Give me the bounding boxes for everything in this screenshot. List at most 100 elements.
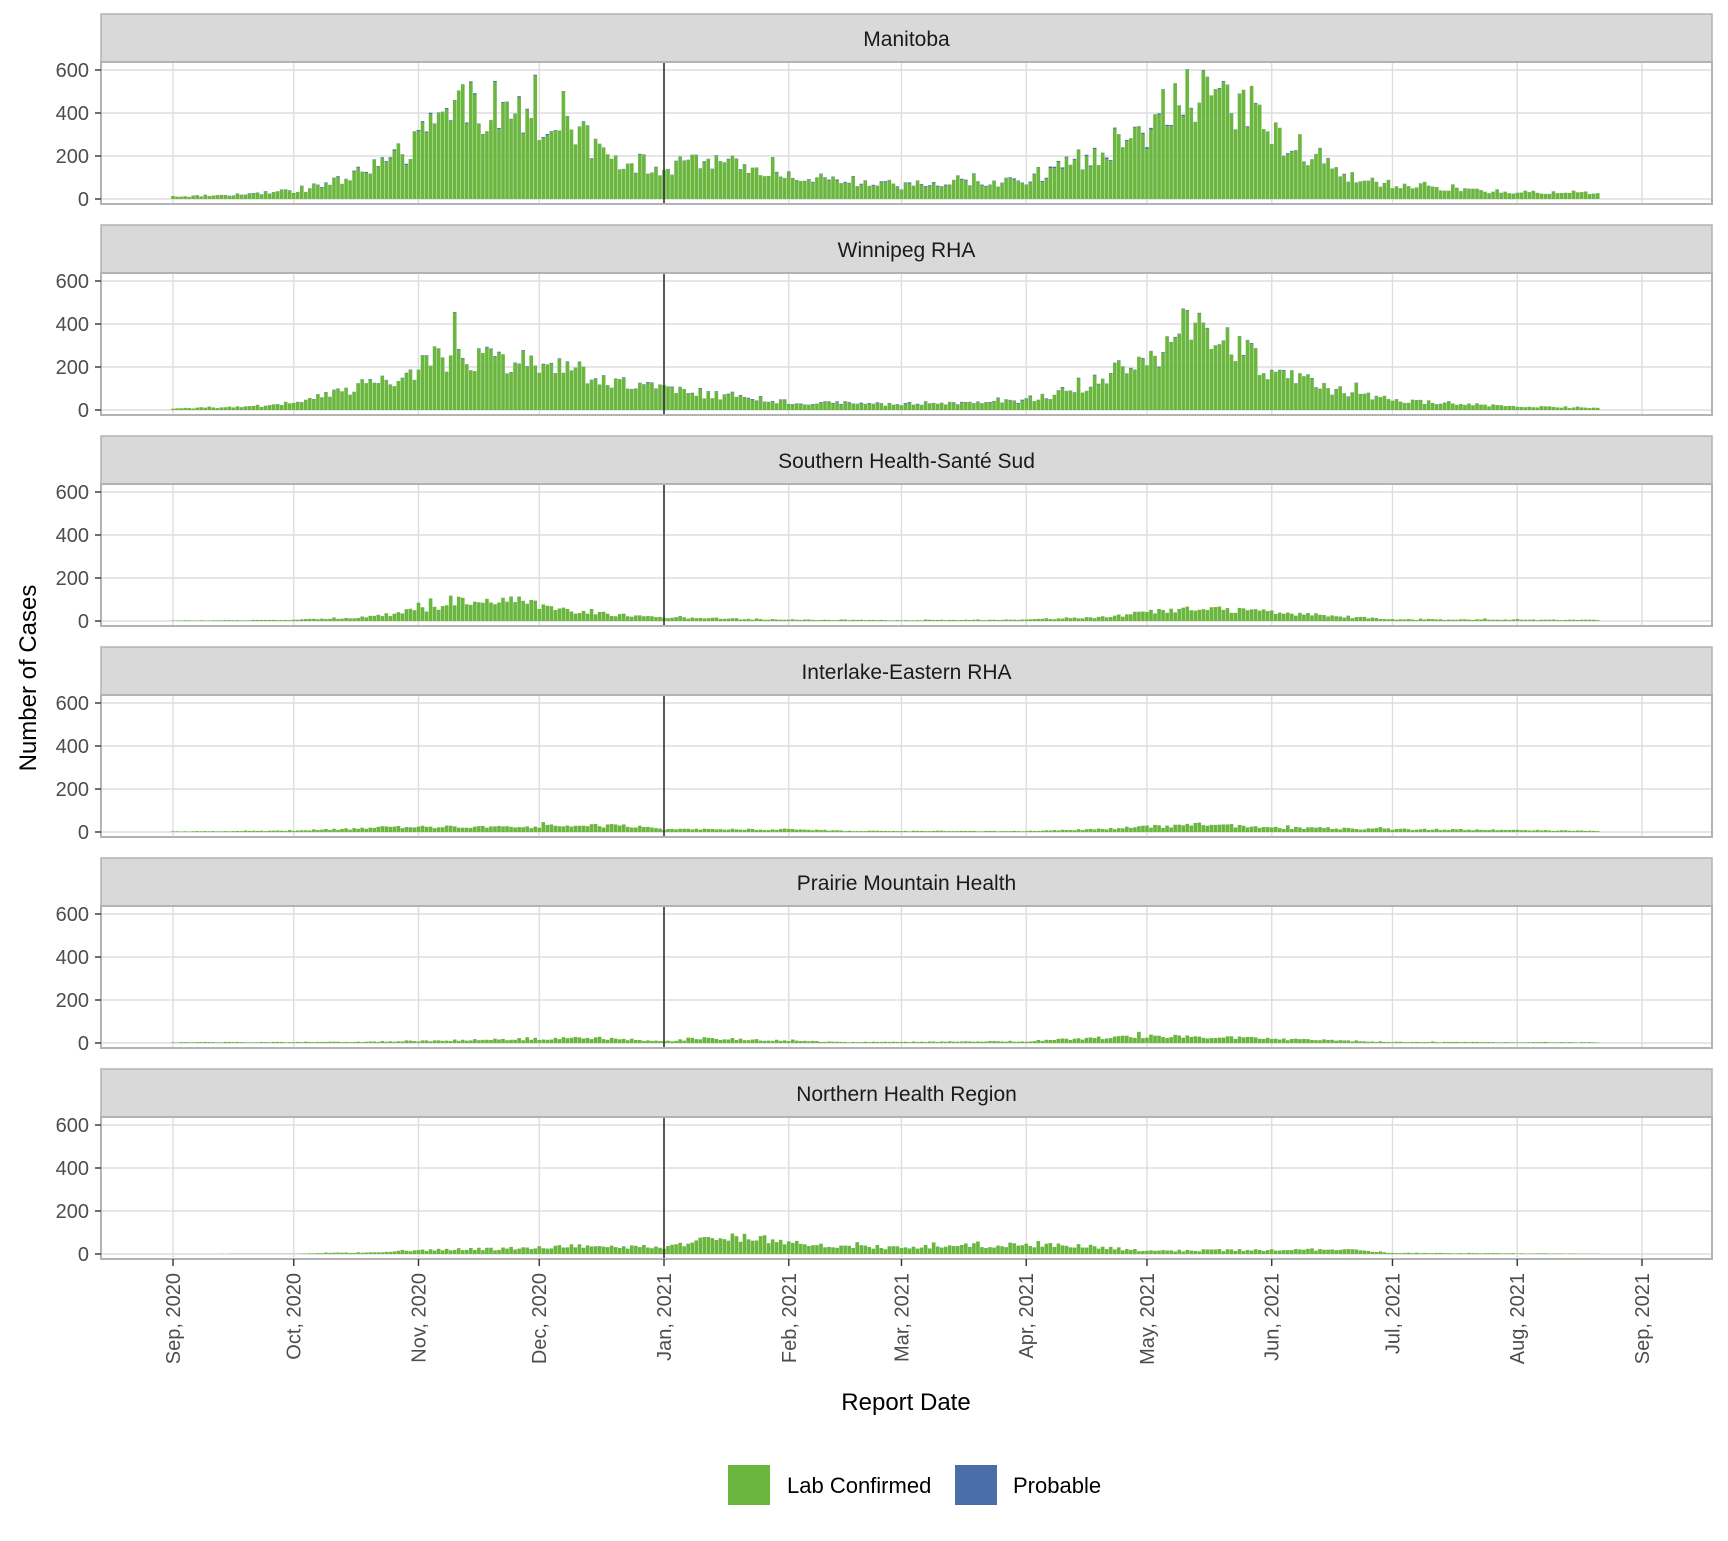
bar-lab-confirmed bbox=[489, 1040, 493, 1043]
bar-lab-confirmed bbox=[670, 829, 674, 832]
bar-lab-confirmed bbox=[948, 1041, 952, 1043]
bar-lab-confirmed bbox=[1515, 830, 1519, 832]
y-tick-label: 400 bbox=[56, 736, 89, 758]
bar-probable bbox=[779, 399, 783, 400]
bar-lab-confirmed bbox=[996, 1041, 1000, 1043]
bar-lab-confirmed bbox=[1045, 1040, 1049, 1043]
bar-lab-confirmed bbox=[876, 403, 880, 410]
bar-probable bbox=[489, 349, 493, 350]
bar-lab-confirmed bbox=[1334, 1041, 1338, 1043]
bar-lab-confirmed bbox=[1149, 351, 1153, 410]
bar-lab-confirmed bbox=[992, 1041, 996, 1043]
bar-lab-confirmed bbox=[1121, 1250, 1125, 1254]
bar-lab-confirmed bbox=[634, 1246, 638, 1254]
bar-lab-confirmed bbox=[1226, 328, 1230, 410]
bar-probable bbox=[594, 378, 598, 379]
bar-lab-confirmed bbox=[964, 1041, 968, 1043]
bar-lab-confirmed bbox=[1407, 1042, 1411, 1043]
bar-probable bbox=[1105, 158, 1109, 160]
bar-lab-confirmed bbox=[1000, 620, 1004, 621]
bar-lab-confirmed bbox=[1330, 615, 1334, 621]
bar-lab-confirmed bbox=[1371, 178, 1375, 199]
bar-lab-confirmed bbox=[296, 620, 300, 621]
bar-lab-confirmed bbox=[908, 403, 912, 410]
bar-probable bbox=[401, 378, 405, 379]
bar-lab-confirmed bbox=[739, 830, 743, 832]
bar-lab-confirmed bbox=[517, 364, 521, 410]
bar-lab-confirmed bbox=[924, 831, 928, 832]
bar-probable bbox=[706, 391, 710, 392]
bar-lab-confirmed bbox=[1089, 1245, 1093, 1254]
bar-lab-confirmed bbox=[1552, 407, 1556, 410]
bar-probable bbox=[356, 167, 360, 168]
bar-lab-confirmed bbox=[1495, 620, 1499, 621]
bar-lab-confirmed bbox=[1439, 619, 1443, 621]
y-tick-label: 600 bbox=[56, 693, 89, 715]
bar-lab-confirmed bbox=[880, 620, 884, 621]
bar-lab-confirmed bbox=[1391, 1253, 1395, 1254]
bar-probable bbox=[541, 364, 545, 365]
bar-lab-confirmed bbox=[976, 619, 980, 621]
bar-lab-confirmed bbox=[719, 1040, 723, 1043]
bar-lab-confirmed bbox=[1387, 1253, 1391, 1254]
bar-lab-confirmed bbox=[819, 1042, 823, 1043]
bar-lab-confirmed bbox=[1036, 1241, 1040, 1254]
bar-lab-confirmed bbox=[1330, 1249, 1334, 1254]
bar-lab-confirmed bbox=[1391, 401, 1395, 410]
bar-lab-confirmed bbox=[650, 827, 654, 832]
bar-lab-confirmed bbox=[1379, 397, 1383, 410]
bar-lab-confirmed bbox=[1415, 620, 1419, 621]
bar-lab-confirmed bbox=[1358, 617, 1362, 621]
bar-lab-confirmed bbox=[1350, 393, 1354, 410]
bar-lab-confirmed bbox=[1564, 1042, 1568, 1043]
bar-probable bbox=[980, 185, 984, 186]
bar-lab-confirmed bbox=[904, 1042, 908, 1043]
bar-lab-confirmed bbox=[847, 831, 851, 832]
bar-probable bbox=[1097, 384, 1101, 385]
bar-lab-confirmed bbox=[372, 1041, 376, 1043]
bar-lab-confirmed bbox=[912, 186, 916, 199]
bar-probable bbox=[904, 182, 908, 183]
bar-lab-confirmed bbox=[1177, 825, 1181, 832]
bar-probable bbox=[433, 124, 437, 125]
y-tick-label: 400 bbox=[56, 314, 89, 336]
bar-lab-confirmed bbox=[336, 1042, 340, 1043]
bar-lab-confirmed bbox=[960, 1245, 964, 1254]
bar-lab-confirmed bbox=[441, 358, 445, 410]
bar-lab-confirmed bbox=[1129, 828, 1133, 832]
bar-lab-confirmed bbox=[799, 181, 803, 199]
bar-lab-confirmed bbox=[1222, 610, 1226, 621]
bar-lab-confirmed bbox=[1238, 608, 1242, 621]
bar-lab-confirmed bbox=[1290, 151, 1294, 199]
bar-lab-confirmed bbox=[586, 126, 590, 199]
bar-lab-confirmed bbox=[1028, 1041, 1032, 1043]
bar-lab-confirmed bbox=[880, 1042, 884, 1043]
bar-lab-confirmed bbox=[304, 400, 308, 410]
bar-lab-confirmed bbox=[304, 830, 308, 832]
bar-probable bbox=[787, 171, 791, 172]
bar-lab-confirmed bbox=[976, 181, 980, 199]
bar-lab-confirmed bbox=[240, 831, 244, 832]
bar-lab-confirmed bbox=[1270, 610, 1274, 621]
bar-probable bbox=[1061, 387, 1065, 388]
bar-lab-confirmed bbox=[1552, 1042, 1556, 1043]
bar-probable bbox=[859, 184, 863, 185]
bar-lab-confirmed bbox=[980, 831, 984, 832]
bar-lab-confirmed bbox=[1552, 191, 1556, 199]
bar-lab-confirmed bbox=[1330, 395, 1334, 410]
bar-lab-confirmed bbox=[409, 370, 413, 410]
bar-lab-confirmed bbox=[719, 1238, 723, 1254]
bar-lab-confirmed bbox=[614, 616, 618, 621]
bar-lab-confirmed bbox=[356, 383, 360, 410]
bar-lab-confirmed bbox=[827, 1041, 831, 1043]
bar-lab-confirmed bbox=[1298, 373, 1302, 410]
bar-lab-confirmed bbox=[1266, 1250, 1270, 1254]
bar-lab-confirmed bbox=[550, 1040, 554, 1043]
bar-lab-confirmed bbox=[1053, 830, 1057, 832]
bar-lab-confirmed bbox=[618, 1248, 622, 1254]
bar-lab-confirmed bbox=[1338, 1250, 1342, 1254]
bar-lab-confirmed bbox=[397, 612, 401, 621]
bar-lab-confirmed bbox=[1560, 620, 1564, 621]
bar-lab-confirmed bbox=[1173, 612, 1177, 621]
bar-lab-confirmed bbox=[1161, 1037, 1165, 1043]
